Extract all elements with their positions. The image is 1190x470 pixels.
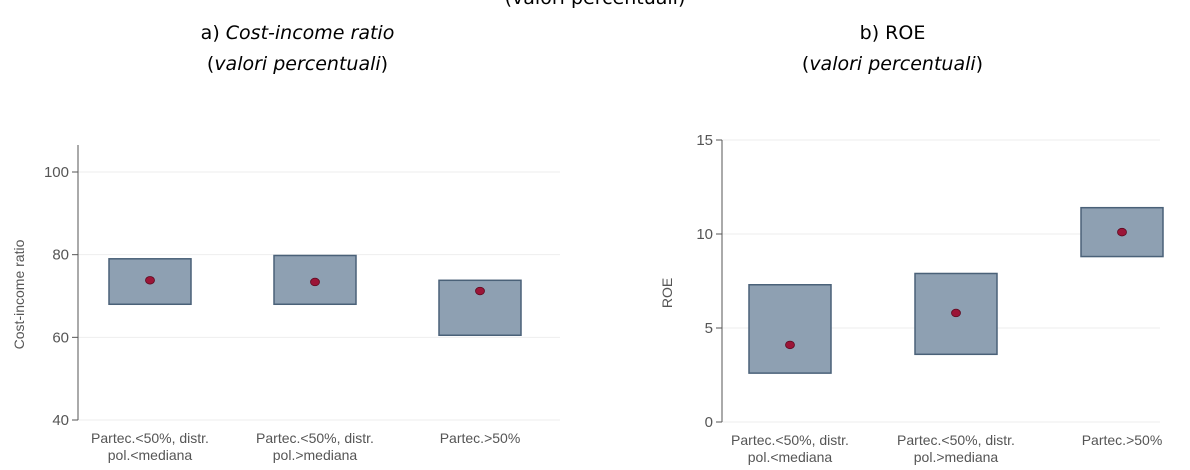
panel-roe: b) ROE (valori percentuali) 0 5 10 15 ROE Par… — [595, 0, 1190, 470]
panel-title: b) ROE (valori percentuali) — [595, 18, 1190, 80]
title-prefix: b) — [859, 22, 886, 44]
category-label: pol.>mediana — [273, 447, 358, 463]
title-main: Cost-income ratio — [225, 22, 395, 44]
data-point — [785, 340, 795, 350]
y-axis-label: Cost-income ratio — [11, 239, 27, 349]
category-label: pol.>mediana — [914, 449, 999, 465]
subtitle-main: valori percentuali — [809, 53, 976, 75]
y-tick-label: 10 — [696, 226, 713, 243]
title-prefix: a) — [200, 22, 226, 44]
data-point — [951, 308, 961, 318]
category-label: Partec.<50%, distr. — [731, 432, 849, 448]
y-axis-label: ROE — [659, 278, 675, 308]
cost-income-chart: 40 60 80 100 Cost-income ratio Partec.<50%, d… — [11, 145, 560, 463]
category-label: Partec.>50% — [1082, 432, 1163, 448]
subtitle-open: ( — [206, 53, 215, 75]
category-label: Partec.<50%, distr. — [256, 430, 374, 446]
y-tick-label: 80 — [52, 247, 69, 264]
subtitle-close: ) — [380, 53, 389, 75]
y-tick-label: 15 — [696, 132, 713, 149]
category-label: pol.<mediana — [108, 447, 193, 463]
category-label: Partec.<50%, distr. — [897, 432, 1015, 448]
range-box — [914, 272, 998, 356]
data-point — [145, 276, 155, 285]
y-tick-label: 0 — [705, 414, 713, 431]
data-point — [1117, 227, 1127, 237]
data-point — [475, 286, 485, 296]
subtitle-close: ) — [975, 53, 984, 75]
y-tick-label: 40 — [52, 412, 69, 429]
title-main: ROE — [885, 22, 926, 44]
category-label: Partec.>50% — [440, 430, 521, 446]
range-box — [748, 284, 832, 374]
panel-title: a) Cost-income ratio (valori percentuali… — [0, 18, 595, 80]
subtitle-open: ( — [801, 53, 810, 75]
category-label: Partec.<50%, distr. — [91, 430, 209, 446]
panel-cost-income: a) Cost-income ratio (valori percentuali… — [0, 18, 595, 463]
y-tick-label: 60 — [52, 329, 69, 346]
subtitle-main: valori percentuali — [214, 53, 381, 75]
data-point — [310, 277, 320, 287]
category-label: pol.<mediana — [748, 449, 833, 465]
y-tick-label: 5 — [705, 320, 713, 337]
header-fragment: (valori percentuali) — [0, 0, 1190, 9]
y-tick-label: 100 — [44, 164, 69, 181]
